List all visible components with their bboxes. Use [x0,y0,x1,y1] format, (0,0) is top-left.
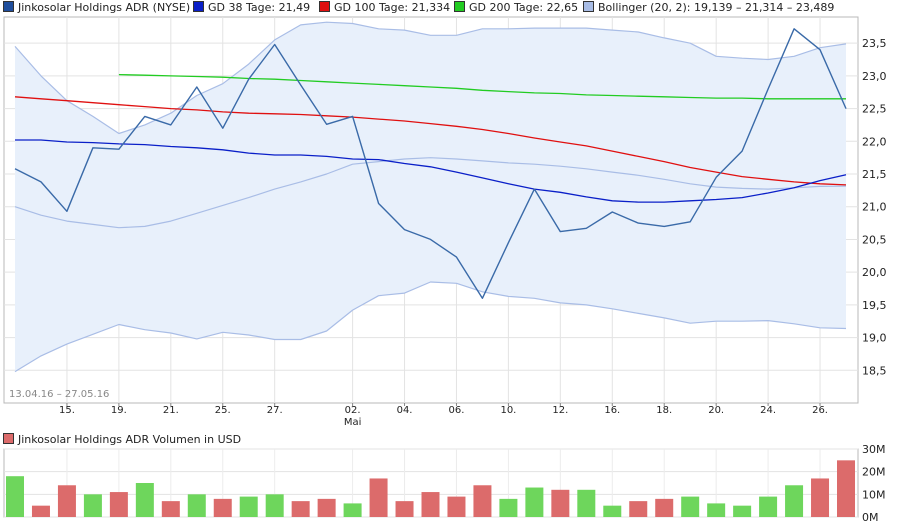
x-tick-label: 12. [552,405,568,416]
gd100-line [14,96,847,186]
x-tick-label: 04. [397,405,413,416]
x-tick-label: 10. [500,405,516,416]
volume-bar [31,505,50,517]
volume-bar [707,503,726,517]
y-tick-label: 19,5 [862,299,887,312]
volume-tick-label: 10M [862,488,886,501]
volume-bar [733,505,752,517]
volume-bar [265,494,284,517]
price-line [14,28,847,299]
bollinger-upper-line [14,21,847,135]
volume-bar [759,496,778,517]
legend-swatch [583,1,594,12]
legend-swatch [3,1,14,12]
volume-bar [577,489,596,517]
volume-tick-label: 20M [862,466,886,479]
volume-bar [395,501,414,517]
volume-bar [785,485,804,517]
volume-bar [447,496,466,517]
legend-label: GD 200 Tage: 22,65 [469,1,579,14]
legend-item-price: Jinkosolar Holdings ADR (NYSE) [3,1,190,14]
y-tick-label: 20,0 [862,266,887,279]
volume-bar [473,485,492,517]
chart-legend: Jinkosolar Holdings ADR (NYSE) GD 38 Tag… [0,0,900,16]
volume-bar [109,492,128,517]
volume-bar [525,487,544,517]
volume-tick-label: 30M [862,443,886,456]
volume-bar [135,483,154,517]
legend-label: GD 100 Tage: 21,334 [334,1,451,14]
volume-bar [499,498,518,517]
volume-legend-label: Jinkosolar Holdings ADR Volumen in USD [18,433,242,446]
x-tick-label: 19. [111,405,127,416]
volume-bar [551,489,570,517]
volume-bar [6,476,24,517]
volume-bar [811,478,830,517]
legend-swatch [193,1,204,12]
price-lines [14,28,847,299]
x-tick-label: 02. [345,405,361,416]
volume-bar [187,494,206,517]
legend-label: Bollinger (20, 2): 19,139 – 21,314 – 23,… [598,1,835,14]
price-axes: 18,5 19,0 19,5 20,0 20,5 21,0 21,5 22,0 22,5 23,0… [59,37,887,428]
legend-item-gd38: GD 38 Tage: 21,49 [193,1,310,14]
x-tick-label: 20. [708,405,724,416]
x-tick-label: 21. [163,405,179,416]
date-range-label: 13.04.16 – 27.05.16 [9,389,109,400]
x-tick-label: 26. [812,405,828,416]
y-tick-label: 21,0 [862,201,887,214]
volume-swatch [3,433,14,444]
y-tick-label: 20,5 [862,233,887,246]
volume-bar [369,478,388,517]
y-tick-label: 23,5 [862,37,887,50]
bollinger-band [14,21,847,373]
y-tick-label: 22,0 [862,135,887,148]
x-tick-label: 15. [59,405,75,416]
x-tick-sublabel: Mai [344,417,362,428]
legend-item-bollinger: Bollinger (20, 2): 19,139 – 21,314 – 23,… [583,1,834,14]
y-tick-label: 19,0 [862,332,887,345]
volume-bar [317,498,336,517]
volume-chart: 30M 20M 10M 0M [3,443,886,524]
volume-bar [837,460,855,517]
x-tick-label: 24. [760,405,776,416]
volume-bar [161,501,180,517]
volume-bar [629,501,648,517]
y-tick-label: 23,0 [862,70,887,83]
legend-swatch [454,1,465,12]
bollinger-fill [15,22,846,372]
legend-item-gd100: GD 100 Tage: 21,334 [319,1,450,14]
volume-bar [343,503,362,517]
x-tick-label: 27. [267,405,283,416]
gd200-line [118,73,846,100]
bollinger-lower-line [14,281,847,373]
gd38-line [15,139,847,203]
volume-tick-label: 0M [862,511,879,524]
volume-bar [291,501,310,517]
volume-bar [603,505,622,517]
volume-bar [213,498,232,517]
legend-label: Jinkosolar Holdings ADR (NYSE) [18,1,191,14]
volume-bar [655,498,674,517]
legend-label: GD 38 Tage: 21,49 [208,1,311,14]
volume-bar [681,496,700,517]
y-tick-label: 21,5 [862,168,887,181]
volume-bar [83,494,102,517]
y-tick-label: 18,5 [862,364,887,377]
x-tick-label: 25. [215,405,231,416]
x-tick-label: 16. [604,405,620,416]
bollinger-middle-line [14,157,847,229]
x-tick-label: 18. [656,405,672,416]
volume-bar [421,492,440,517]
volume-bar [57,485,76,517]
y-tick-label: 22,5 [862,103,887,116]
volume-legend: Jinkosolar Holdings ADR Volumen in USD [3,433,241,446]
legend-item-gd200: GD 200 Tage: 22,65 [454,1,578,14]
legend-swatch [319,1,330,12]
volume-bar [239,496,258,517]
x-tick-label: 06. [449,405,465,416]
